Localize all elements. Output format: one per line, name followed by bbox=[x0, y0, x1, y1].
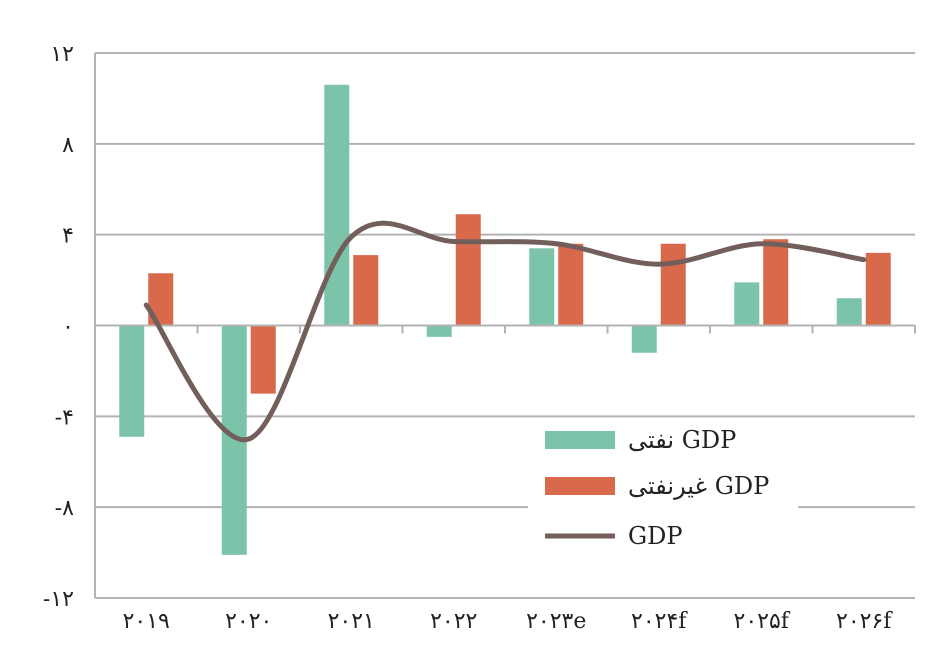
bar-oil-gdp bbox=[734, 282, 760, 326]
y-tick-label: -۸ bbox=[55, 496, 74, 521]
bar-non-oil-gdp bbox=[455, 214, 481, 326]
legend-swatch-non-oil bbox=[545, 477, 615, 495]
bar-non-oil-gdp bbox=[250, 325, 276, 394]
legend-label-non-oil: غیرنفتی GDP bbox=[628, 472, 769, 500]
y-axis: ۱۲ ۸ ۴ ۰ -۴ -۸ -۱۲ bbox=[43, 42, 96, 612]
gdp-line-series bbox=[143, 220, 867, 443]
y-tick-label: ۰ bbox=[62, 315, 74, 340]
bar-non-oil-gdp bbox=[353, 255, 379, 326]
y-tick-label: ۴ bbox=[62, 224, 74, 249]
x-tick-label: ۲۰۲۱ bbox=[328, 609, 375, 634]
bar-oil-gdp bbox=[836, 298, 862, 326]
bar-non-oil-gdp bbox=[865, 252, 891, 326]
x-tick-label: ۲۰۱۹ bbox=[123, 609, 170, 634]
x-tick-label: ۲۰۲۶f bbox=[836, 609, 893, 634]
y-tick-label: -۱۲ bbox=[43, 587, 74, 612]
bars bbox=[119, 84, 891, 555]
x-tick-label: ۲۰۲۵f bbox=[734, 609, 791, 634]
bar-oil-gdp bbox=[631, 325, 657, 353]
bar-oil-gdp bbox=[119, 325, 145, 437]
bar-oil-gdp bbox=[426, 325, 452, 337]
legend-label-oil: نفتی GDP bbox=[628, 426, 736, 454]
bar-oil-gdp bbox=[529, 248, 555, 326]
y-tick-label: ۸ bbox=[62, 133, 74, 158]
legend-label-gdp: GDP bbox=[628, 522, 683, 550]
y-tick-label: -۴ bbox=[55, 405, 74, 430]
bar-non-oil-gdp bbox=[660, 243, 686, 326]
x-tick-label: ۲۰۲۲ bbox=[430, 609, 477, 634]
x-tick-label: ۲۰۲۳e bbox=[526, 609, 586, 634]
bar-oil-gdp bbox=[324, 84, 350, 326]
x-axis: ۲۰۱۹ ۲۰۲۰ ۲۰۲۱ ۲۰۲۲ ۲۰۲۳e ۲۰۲۴f ۲۰۲۵f ۲۰۲۶f bbox=[94, 324, 916, 634]
legend-swatch-oil bbox=[545, 431, 615, 449]
y-tick-label: ۱۲ bbox=[50, 42, 74, 67]
bar-non-oil-gdp bbox=[558, 243, 584, 326]
x-tick-label: ۲۰۲۰ bbox=[225, 609, 272, 634]
x-tick-label: ۲۰۲۴f bbox=[631, 609, 688, 634]
legend: نفتی GDP غیرنفتی GDP GDP bbox=[528, 418, 798, 558]
bar-non-oil-gdp bbox=[763, 239, 789, 326]
